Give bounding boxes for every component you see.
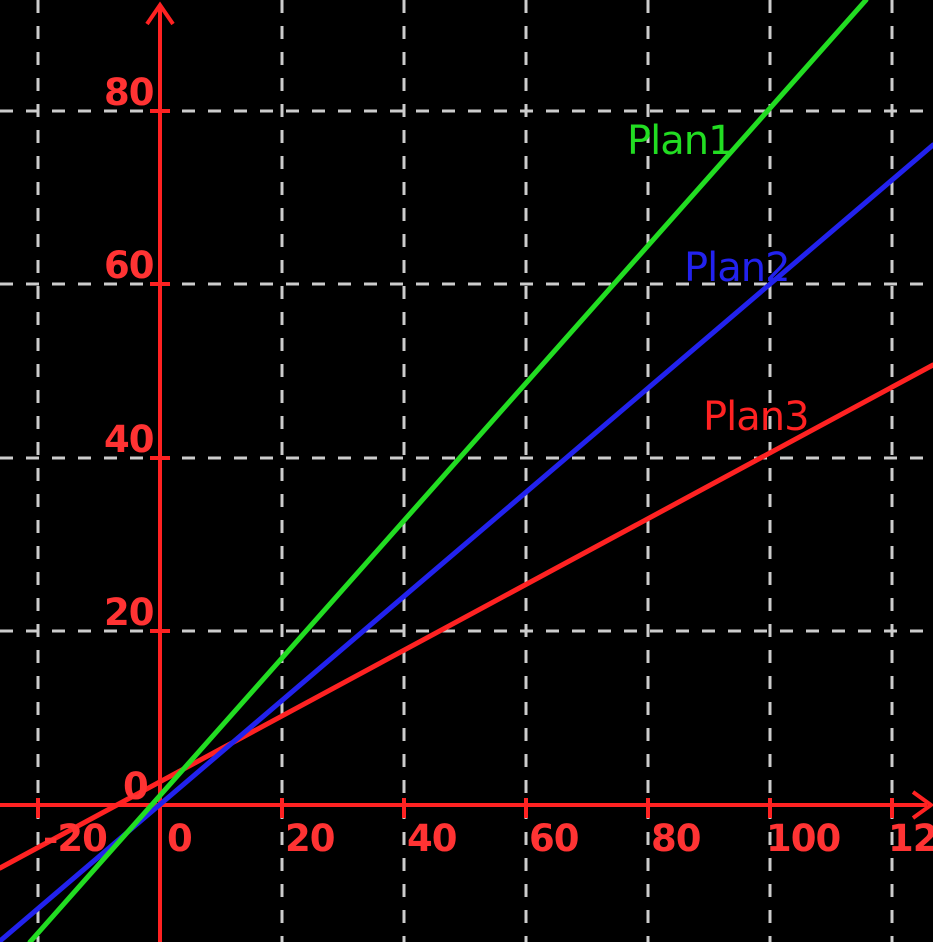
series-label-plan1: Plan1: [627, 118, 734, 164]
axis-ticks: [36, 109, 894, 818]
y-tick-label-20: 20: [104, 591, 154, 634]
y-tick-label-40: 40: [104, 418, 154, 461]
series-line-plan1: [27, 0, 869, 942]
x-tick-label-100: 100: [766, 817, 841, 860]
y-tick-label-60: 60: [104, 244, 154, 287]
x-tick-label-0: 0: [167, 817, 193, 860]
series-line-plan2: [0, 142, 933, 942]
y-tick-label-0: 0: [123, 765, 149, 808]
x-tick-label-minus20: -20: [43, 817, 108, 860]
x-tick-label-120: 120: [888, 817, 933, 860]
x-tick-label-80: 80: [651, 817, 701, 860]
y-tick-label-80: 80: [104, 71, 154, 114]
x-tick-label-20: 20: [285, 817, 335, 860]
y-axis-arrow: [145, 1, 175, 26]
x-axis-arrow: [911, 790, 933, 820]
series-line-plan3: [0, 362, 933, 871]
series-label-plan2: Plan2: [684, 245, 791, 291]
series-label-plan3: Plan3: [703, 394, 810, 440]
x-tick-label-60: 60: [529, 817, 579, 860]
x-tick-label-40: 40: [407, 817, 457, 860]
